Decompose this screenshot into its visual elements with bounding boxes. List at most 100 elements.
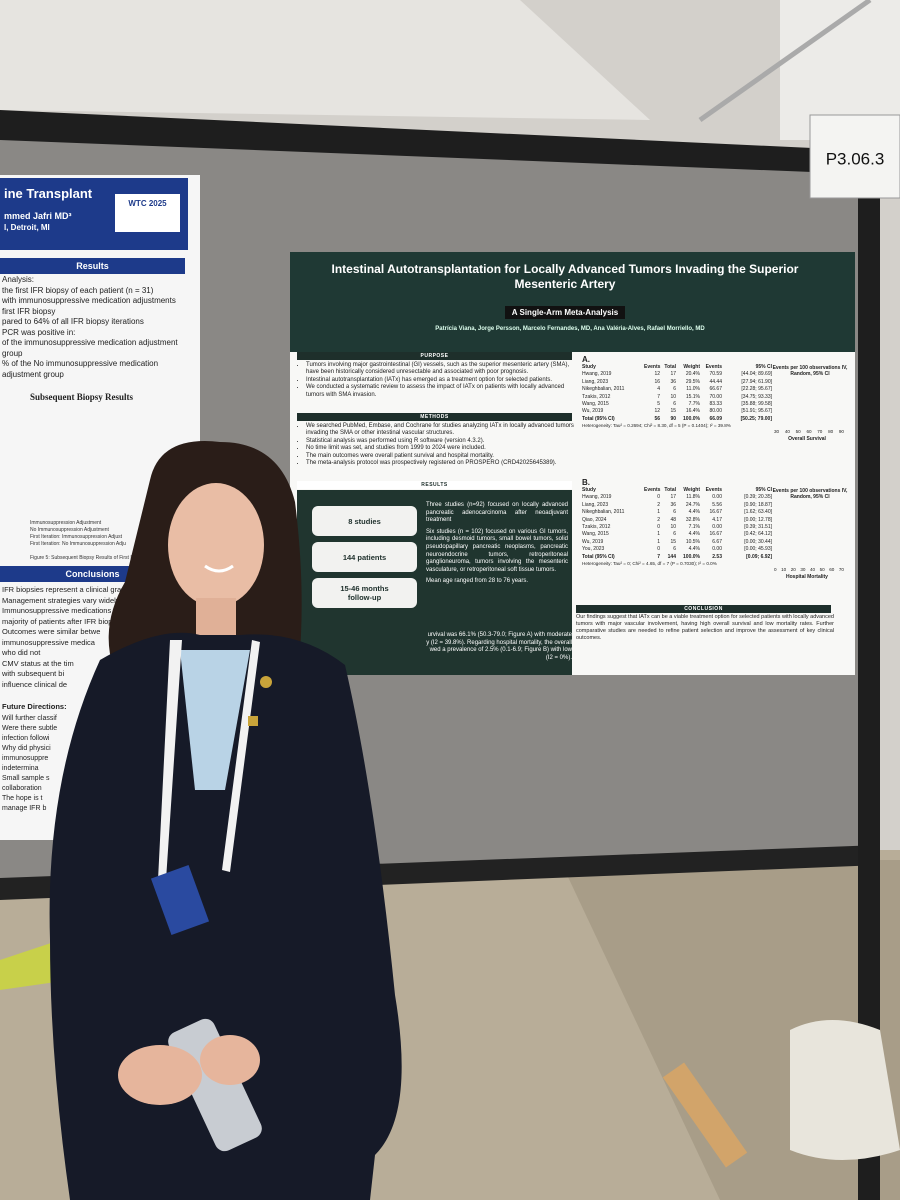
- stat-text: 15-46 months: [340, 584, 389, 593]
- text-line: IFR biopsies represent a clinical gray z…: [2, 585, 144, 594]
- figure-a: A. Events per 100 observations IV, Random…: [582, 355, 850, 442]
- smile: [204, 564, 234, 573]
- table-cell: 7.7%: [688, 401, 700, 408]
- table-cell: 83.33: [709, 401, 722, 408]
- left-poster-author: mmed Jafri MD³: [4, 211, 72, 221]
- table-cell: You, 2023: [582, 546, 605, 553]
- table-cell: Study: [582, 487, 596, 493]
- text-line: of the immunosuppressive medication adju…: [2, 338, 178, 347]
- text-line: majority of patients after IFR biopsy: [2, 616, 120, 626]
- text-line: manage IFR b: [2, 805, 47, 812]
- results-summary: urvival was 66.1% (50.3-79.0; Figure A) …: [362, 632, 572, 662]
- bullet: We conducted a systematic review to asse…: [306, 384, 581, 399]
- axis-tick: 70: [838, 567, 844, 573]
- table-cell: [50.25; 79.00]: [740, 415, 772, 422]
- axis-tick: 40: [784, 429, 790, 435]
- table-cell: 56: [654, 415, 660, 422]
- table-cell: 10: [670, 393, 676, 400]
- table-cell: 6: [673, 509, 676, 516]
- hands: [118, 1045, 202, 1105]
- text-line: y (I2 = 39.8%). Regarding hospital morta…: [426, 639, 572, 646]
- bullet: No time limit was set, and studies from …: [306, 445, 581, 452]
- table-cell: 16.67: [709, 509, 722, 516]
- table-row: Hwang, 2019 0 17 11.8% 0.00 [0.39; 20.35]: [582, 494, 850, 501]
- table-cell: Study: [582, 364, 596, 370]
- table-cell: 7.1%: [688, 524, 700, 531]
- table-cell: Total (95% CI): [582, 415, 615, 422]
- water-bottle: [168, 1018, 262, 1152]
- heterogeneity: Heterogeneity: Tau² = 0; Chi² = 4.65, df…: [582, 561, 717, 567]
- table-cell: 90: [670, 415, 676, 422]
- table-cell: 5.56: [712, 501, 722, 508]
- text-line: Outcomes were similar betwe: [2, 627, 101, 636]
- table-cell: 144: [667, 553, 676, 560]
- table-cell: 6: [673, 401, 676, 408]
- left-results-header: Results: [0, 258, 185, 274]
- left-future-header: Future Directions:: [2, 702, 67, 711]
- table-cell: 6.67: [712, 538, 722, 545]
- table-cell: 4.4%: [688, 531, 700, 538]
- table-row: Study Events Total Weight Events 95% CI: [582, 364, 850, 371]
- table-cell: Liang, 2023: [582, 501, 609, 508]
- table-cell: Wu, 2019: [582, 538, 604, 545]
- text-line: CMV status at the tim: [2, 658, 74, 668]
- axis-tick: 40: [809, 567, 816, 573]
- figure-b: B. Events per 100 observations IV, Random…: [582, 478, 850, 580]
- table-cell: 29.5%: [685, 378, 700, 385]
- text-line: Small sample s: [2, 775, 50, 782]
- table-cell: Nikeghbalian, 2011: [582, 509, 625, 516]
- figure-label: B.: [582, 478, 590, 487]
- table-cell: [0.39; 20.35]: [744, 494, 772, 501]
- table-cell: [27.94; 61.90]: [741, 378, 772, 385]
- effect-header: Events per 100 observations IV, Random, …: [772, 488, 848, 500]
- table-row: Hwang, 2019 12 17 20.4% 70.59 [44.04; 89.69]: [582, 371, 850, 378]
- effect-header: Events per 100 observations IV, Random, …: [772, 365, 848, 377]
- table-cell: 4: [657, 386, 660, 393]
- axis-tick: 50: [819, 567, 825, 573]
- table-row: Liang, 2023 2 36 24.7% 5.56 [0.90; 18.87]: [582, 502, 850, 509]
- table-cell: 1: [657, 531, 660, 538]
- table-cell: 10.5%: [685, 538, 700, 545]
- paragraph: Six studies (n = 102) focused on various…: [426, 528, 568, 573]
- ceiling-panel: [0, 0, 650, 120]
- table-cell: [0.42; 64.12]: [744, 531, 772, 538]
- table-cell: [51.91; 95.67]: [741, 408, 772, 415]
- table-row: Tzakis, 2012 7 10 15.1% 70.00 [34.75; 93.33]: [582, 394, 850, 401]
- table-cell: [0.90; 18.87]: [744, 501, 772, 508]
- table-cell: 15: [670, 538, 676, 545]
- table-cell: Weight: [683, 487, 700, 493]
- table-cell: 1: [657, 509, 660, 516]
- table-row: Study Events Total Weight Events 95% CI: [582, 487, 850, 494]
- bullet: We searched PubMed, Embase, and Cochrane…: [306, 423, 581, 438]
- text-line: indetermina: [2, 765, 39, 772]
- table-cell: 2.53: [712, 553, 722, 560]
- table-cell: Wu, 2019: [582, 408, 604, 415]
- legend-entry: Immunosuppression Adjustment: [30, 520, 102, 526]
- table-cell: Events: [705, 364, 722, 370]
- axis-label: Hospital Mortality: [786, 574, 828, 581]
- bullet: Statistical analysis was performed using…: [306, 438, 581, 445]
- table-row: Wu, 2019 1 15 10.5% 6.67 [0.00; 30.44]: [582, 539, 850, 546]
- text-line: PCR was positive in:: [2, 327, 76, 337]
- table-cell: Wang, 2015: [582, 531, 609, 538]
- table-row: Tzakis, 2012 0 10 7.1% 0.00 [0.39; 31.51]: [582, 524, 850, 531]
- poster-header: [290, 252, 855, 352]
- table-cell: 7: [657, 553, 660, 560]
- paragraph: Mean age ranged from 28 to 76 years.: [426, 578, 529, 585]
- face: [168, 483, 264, 607]
- table-cell: Qiao, 2024: [582, 516, 607, 523]
- table-row: You, 2023 0 6 4.4% 0.00 [0.00; 45.93]: [582, 546, 850, 553]
- left-chart-title: Subsequent Biopsy Results: [30, 392, 134, 402]
- table-cell: [34.75; 93.33]: [741, 393, 772, 400]
- purpose-list: Tumors involving major gastrointestinal …: [297, 362, 581, 399]
- tube: [662, 1062, 748, 1168]
- table-cell: Hwang, 2019: [582, 494, 612, 501]
- table-row: Nikeghbalian, 2011 1 6 4.4% 16.67 [1.62; 63.4…: [582, 509, 850, 516]
- heterogeneity: Heterogeneity: Tau² = 0.2694; Chi² = 8.3…: [582, 423, 731, 429]
- paragraph: Three studies (n=92) focused on locally …: [426, 502, 568, 524]
- table-cell: [0.00; 45.93]: [744, 546, 772, 553]
- text-line: Immunosuppressive medications were: [2, 606, 130, 615]
- table-cell: 95% CI: [755, 487, 772, 493]
- table-cell: Hwang, 2019: [582, 371, 612, 378]
- table-row: Qiao, 2024 2 48 32.8% 4.17 [0.00; 12.78]: [582, 517, 850, 524]
